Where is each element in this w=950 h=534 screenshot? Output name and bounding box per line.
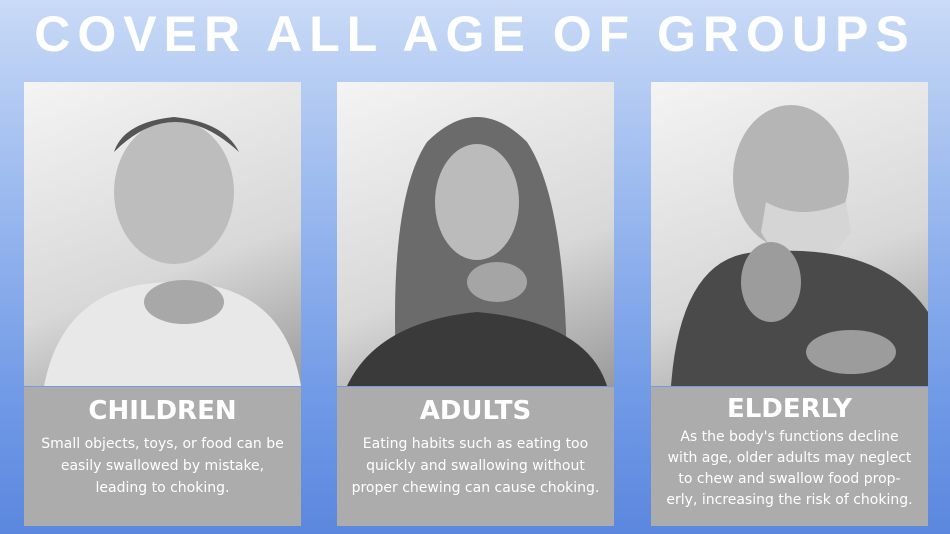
- card-heading: ELDERLY: [726, 394, 853, 424]
- card-adults: ADULTS Eating habits such as eating too …: [337, 82, 614, 526]
- text-line: Eating habits such as eating too: [362, 436, 589, 452]
- card-elderly: ELDERLY As the body's functions decline …: [651, 82, 928, 526]
- card-description: As the body's functions decline with age…: [651, 427, 928, 511]
- card-children: CHILDREN Small objects, toys, or food ca…: [24, 82, 301, 526]
- card-description: Small objects, toys, or food can be easi…: [24, 433, 301, 499]
- card-heading: ADULTS: [419, 396, 532, 426]
- elderly-panel: ELDERLY As the body's functions decline …: [651, 387, 928, 526]
- card-heading: CHILDREN: [88, 396, 237, 426]
- text-line: with age, older adults may neglect: [667, 450, 912, 466]
- text-line: proper chewing can cause choking.: [351, 480, 600, 496]
- child-choking-photo: [24, 82, 301, 386]
- text-line: As the body's functions decline: [680, 429, 899, 445]
- children-panel: CHILDREN Small objects, toys, or food ca…: [24, 387, 301, 526]
- elderly-choking-photo: [651, 82, 928, 386]
- text-line: to chew and swallow food prop-: [678, 471, 901, 487]
- adults-panel: ADULTS Eating habits such as eating too …: [337, 387, 614, 526]
- text-line: erly, increasing the risk of choking.: [666, 492, 913, 508]
- page-title: COVER ALL AGE OF GROUPS: [34, 6, 916, 62]
- adult-choking-photo: [337, 82, 614, 386]
- text-line: Small objects, toys, or food can be: [41, 436, 284, 452]
- card-description: Eating habits such as eating too quickly…: [337, 433, 614, 499]
- text-line: leading to choking.: [95, 480, 230, 496]
- text-line: easily swallowed by mistake,: [60, 458, 265, 474]
- text-line: quickly and swallowing without: [366, 458, 585, 474]
